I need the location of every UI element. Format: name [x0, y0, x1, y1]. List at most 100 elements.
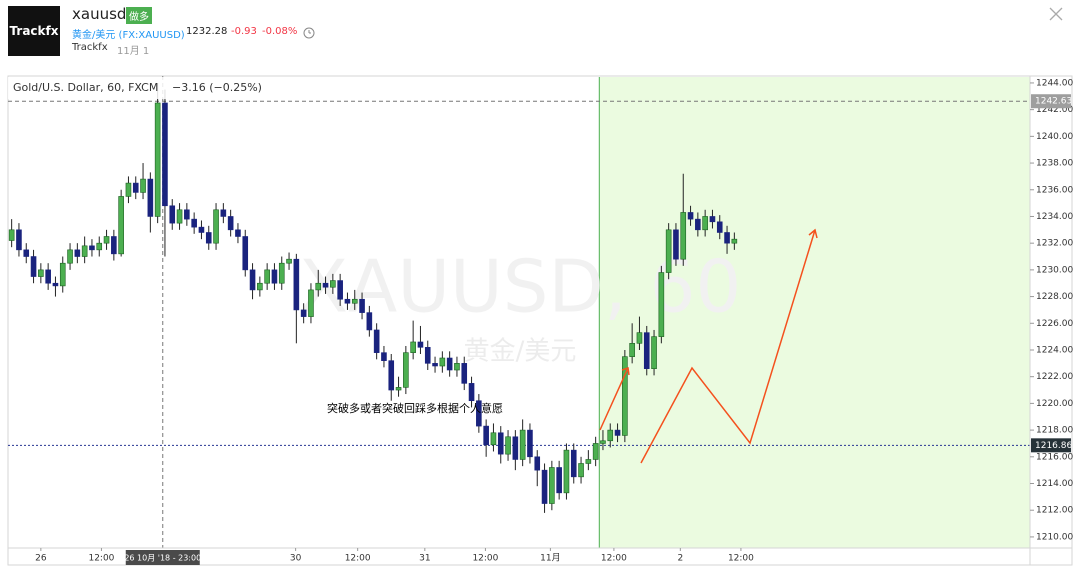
date: 11月 1 [117, 46, 150, 57]
candle-body [622, 356, 628, 436]
candle-body [242, 236, 249, 271]
x-tick-label: 2 [677, 554, 683, 564]
x-tick-label: 12:00 [472, 554, 498, 564]
candle-body [337, 280, 343, 300]
candle-body [118, 196, 124, 255]
close-button[interactable] [1048, 6, 1064, 22]
candle-body [417, 341, 424, 348]
candle-body [300, 309, 307, 317]
instrument[interactable]: 黄金/美元 (FX:XAUUSD) [72, 30, 185, 41]
candle-body [403, 352, 409, 388]
candle-body [673, 229, 679, 260]
candle-body [154, 102, 161, 217]
y-tick-label: 1232.00 [1036, 239, 1073, 249]
y-tick-label: 1222.00 [1036, 372, 1073, 382]
y-tick-label: 1240.00 [1036, 132, 1073, 142]
candle-body [395, 387, 402, 391]
y-tick-label: 1228.00 [1036, 292, 1073, 302]
y-tick-label: 1236.00 [1036, 185, 1073, 195]
author[interactable]: Trackfx [72, 42, 108, 53]
candle-body [468, 383, 475, 402]
x-tick-label: 26 [35, 554, 47, 564]
watermark-sub: 黄金/美元 [464, 337, 577, 367]
alarm-icon[interactable] [302, 25, 316, 39]
candle-body [59, 262, 66, 287]
candle-body [315, 282, 322, 291]
candle-body [111, 236, 117, 255]
chart-subtitle: −3.16 (−0.25%) [172, 81, 262, 94]
candle-body [454, 363, 460, 371]
y-tick-label: 1210.00 [1036, 532, 1073, 542]
crosshair-price-label: 1242.63 [1035, 97, 1072, 107]
candle-body [439, 357, 446, 367]
candle-body [680, 212, 687, 260]
y-tick-label: 1230.00 [1036, 265, 1073, 275]
candle-body [45, 269, 51, 284]
candle-body [731, 238, 738, 244]
candle-body [665, 229, 672, 273]
x-tick-label: 12:00 [728, 554, 754, 564]
candle-body [446, 357, 453, 371]
candle-body [322, 282, 329, 288]
candle-body [132, 182, 139, 193]
candle-body [410, 341, 416, 353]
candle-body [293, 258, 300, 311]
candle-body [643, 332, 650, 369]
candle-body [695, 218, 701, 231]
candle-body [38, 269, 44, 277]
candle-body [89, 245, 95, 251]
candle-body [264, 269, 270, 284]
candle-body [373, 329, 380, 353]
candle-body [359, 298, 365, 313]
candle-body [235, 229, 241, 237]
candle-body [534, 456, 541, 471]
candle-body [330, 280, 336, 288]
candle-body [8, 229, 15, 241]
candle-body [388, 360, 395, 391]
candle-body [125, 182, 132, 197]
chart-frame [7, 75, 1073, 566]
chart-title: Gold/U.S. Dollar, 60, FXCM [13, 81, 158, 94]
candle-body [23, 249, 30, 257]
candle-body [490, 432, 497, 446]
candle-body [278, 262, 285, 284]
candle-body [512, 436, 519, 460]
symbol[interactable]: xauusd [72, 5, 127, 23]
candle-body [461, 363, 468, 384]
candle-body [424, 347, 431, 364]
candle-body [286, 258, 292, 264]
candle-body [716, 221, 723, 233]
projection-arrows [599, 228, 818, 464]
candle-body [16, 229, 22, 251]
candle-body [96, 242, 103, 251]
y-tick-label: 1218.00 [1036, 426, 1073, 436]
candle-body [592, 443, 599, 460]
candle-body [702, 216, 708, 231]
candle-body [651, 336, 657, 369]
candle-body [227, 216, 234, 231]
candle-body [308, 289, 314, 317]
candle-body [600, 440, 606, 444]
logo[interactable]: Trackfx [8, 6, 60, 56]
candle-body [30, 256, 37, 277]
y-tick-label: 1234.00 [1036, 212, 1073, 222]
candle-body [607, 429, 614, 442]
candle-body [81, 245, 88, 257]
candle-body [184, 209, 190, 220]
candle-body [541, 469, 548, 504]
candle-body [52, 282, 59, 287]
candle-body [505, 436, 511, 455]
y-tick-label: 1226.00 [1036, 319, 1073, 329]
candle-body [527, 429, 533, 458]
candle-body [169, 205, 176, 224]
x-tick-label: 11月 [540, 553, 560, 564]
candle-body [271, 269, 278, 284]
x-tick-label: 12:00 [601, 554, 627, 564]
candle-body [103, 236, 110, 244]
change: -0.93 [231, 26, 257, 37]
candle-body [176, 209, 183, 224]
candle-body [205, 232, 212, 244]
candle-body [614, 429, 621, 436]
change-pct: -0.08% [262, 26, 298, 37]
